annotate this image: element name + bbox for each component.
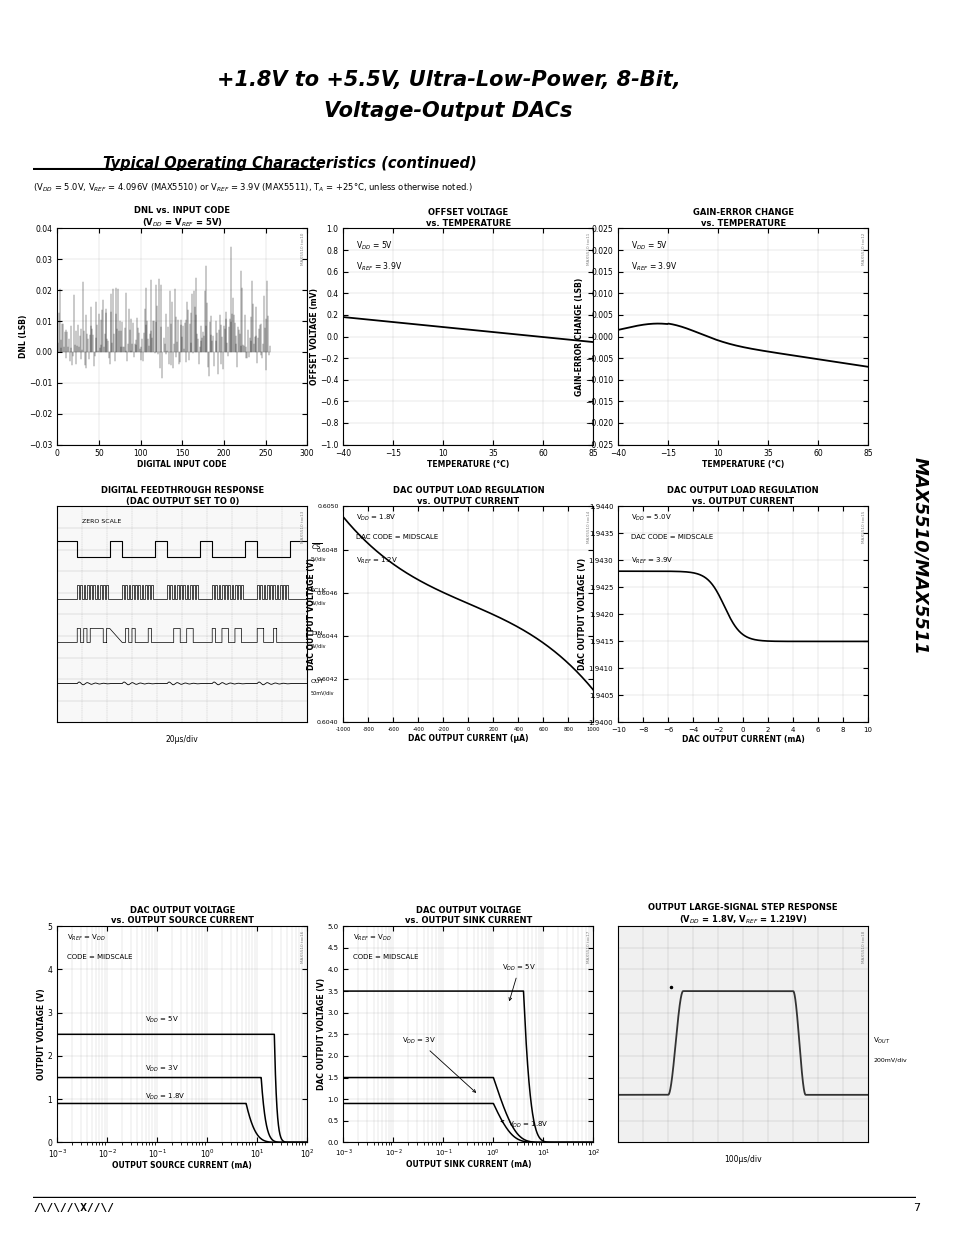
Title: OFFSET VOLTAGE
vs. TEMPERATURE: OFFSET VOLTAGE vs. TEMPERATURE	[425, 209, 511, 227]
X-axis label: OUTPUT SINK CURRENT (mA): OUTPUT SINK CURRENT (mA)	[405, 1160, 531, 1168]
Title: DAC OUTPUT LOAD REGULATION
vs. OUTPUT CURRENT: DAC OUTPUT LOAD REGULATION vs. OUTPUT CU…	[667, 487, 818, 505]
Text: 7: 7	[913, 1203, 920, 1213]
Title: DAC OUTPUT VOLTAGE
vs. OUTPUT SINK CURRENT: DAC OUTPUT VOLTAGE vs. OUTPUT SINK CURRE…	[404, 906, 532, 925]
Text: MAX5510/MAX5511: MAX5510/MAX5511	[911, 457, 928, 655]
Text: V$_{REF}$ = 3.9V: V$_{REF}$ = 3.9V	[355, 261, 402, 273]
Text: 5V/div: 5V/div	[311, 557, 326, 562]
Text: V$_{DD}$ = 5.0V: V$_{DD}$ = 5.0V	[630, 513, 671, 524]
Title: OUTPUT LARGE-SIGNAL STEP RESPONSE
(V$_{DD}$ = 1.8V, V$_{REF}$ = 1.219V): OUTPUT LARGE-SIGNAL STEP RESPONSE (V$_{D…	[648, 903, 837, 926]
Text: MAX5510 toc15: MAX5510 toc15	[861, 511, 864, 543]
X-axis label: OUTPUT SOURCE CURRENT (mA): OUTPUT SOURCE CURRENT (mA)	[112, 1161, 252, 1170]
Y-axis label: OFFSET VOLTAGE (mV): OFFSET VOLTAGE (mV)	[310, 288, 318, 385]
Text: OUT: OUT	[311, 679, 324, 684]
Text: CODE = MIDSCALE: CODE = MIDSCALE	[353, 955, 418, 961]
Text: V$_{REF}$ = V$_{DD}$: V$_{REF}$ = V$_{DD}$	[353, 932, 392, 944]
Y-axis label: DNL (LSB): DNL (LSB)	[19, 315, 28, 358]
Y-axis label: GAIN-ERROR CHANGE (LSB): GAIN-ERROR CHANGE (LSB)	[574, 278, 583, 395]
Text: DAC CODE = MIDSCALE: DAC CODE = MIDSCALE	[630, 535, 712, 541]
Title: DIGITAL FEEDTHROUGH RESPONSE
(DAC OUTPUT SET TO 0): DIGITAL FEEDTHROUGH RESPONSE (DAC OUTPUT…	[101, 487, 263, 505]
Y-axis label: DAC OUTPUT VOLTAGE (V): DAC OUTPUT VOLTAGE (V)	[578, 558, 587, 671]
X-axis label: DAC OUTPUT CURRENT (mA): DAC OUTPUT CURRENT (mA)	[681, 735, 803, 743]
Text: V$_{REF}$ = V$_{DD}$: V$_{REF}$ = V$_{DD}$	[67, 932, 106, 944]
Text: V$_{REF}$ = 3.9V: V$_{REF}$ = 3.9V	[630, 556, 673, 567]
Text: V$_{DD}$ = 5V: V$_{DD}$ = 5V	[630, 240, 667, 252]
Text: MAX5510 toc10: MAX5510 toc10	[300, 232, 304, 266]
Text: V$_{OUT}$: V$_{OUT}$	[872, 1036, 890, 1046]
X-axis label: DAC OUTPUT CURRENT (μA): DAC OUTPUT CURRENT (μA)	[408, 734, 528, 742]
Text: V$_{DD}$ = 3V: V$_{DD}$ = 3V	[145, 1065, 178, 1074]
Text: V$_{REF}$ = 3.9V: V$_{REF}$ = 3.9V	[630, 261, 677, 273]
Text: Typical Operating Characteristics (continued): Typical Operating Characteristics (conti…	[103, 156, 476, 170]
Text: DIN: DIN	[311, 631, 322, 636]
Text: V$_{REF}$ = 1.2V: V$_{REF}$ = 1.2V	[355, 556, 397, 567]
Text: Voltage-Output DACs: Voltage-Output DACs	[324, 101, 572, 121]
Text: MAX5510 toc16: MAX5510 toc16	[300, 931, 304, 963]
Text: SCLK: SCLK	[311, 588, 327, 593]
Text: 100μs/div: 100μs/div	[723, 1155, 761, 1163]
Y-axis label: DAC OUTPUT VOLTAGE (V): DAC OUTPUT VOLTAGE (V)	[316, 978, 326, 1091]
Text: +1.8V to +5.5V, Ultra-Low-Power, 8-Bit,: +1.8V to +5.5V, Ultra-Low-Power, 8-Bit,	[216, 70, 679, 90]
Text: 200mV/div: 200mV/div	[872, 1057, 906, 1063]
Text: ZERO SCALE: ZERO SCALE	[82, 519, 121, 524]
Text: DAC CODE = MIDSCALE: DAC CODE = MIDSCALE	[355, 535, 437, 541]
Text: CODE = MIDSCALE: CODE = MIDSCALE	[67, 955, 132, 961]
Text: 20μs/div: 20μs/div	[166, 735, 198, 743]
Title: GAIN-ERROR CHANGE
vs. TEMPERATURE: GAIN-ERROR CHANGE vs. TEMPERATURE	[692, 209, 793, 227]
Text: MAX5510 toc13: MAX5510 toc13	[300, 511, 304, 543]
Title: DAC OUTPUT VOLTAGE
vs. OUTPUT SOURCE CURRENT: DAC OUTPUT VOLTAGE vs. OUTPUT SOURCE CUR…	[111, 906, 253, 925]
Y-axis label: OUTPUT VOLTAGE (V): OUTPUT VOLTAGE (V)	[37, 988, 46, 1081]
Text: /\/\//\X//\/: /\/\//\X//\/	[33, 1203, 114, 1213]
Y-axis label: DAC OUTPUT VOLTAGE (V): DAC OUTPUT VOLTAGE (V)	[306, 558, 315, 671]
Text: V$_{DD}$ = 1.8V: V$_{DD}$ = 1.8V	[145, 1092, 185, 1103]
Text: V$_{DD}$ = 1.8V: V$_{DD}$ = 1.8V	[500, 1120, 549, 1130]
X-axis label: DIGITAL INPUT CODE: DIGITAL INPUT CODE	[137, 459, 227, 469]
Title: DAC OUTPUT LOAD REGULATION
vs. OUTPUT CURRENT: DAC OUTPUT LOAD REGULATION vs. OUTPUT CU…	[393, 487, 543, 505]
Text: (V$_{DD}$ = 5.0V, V$_{REF}$ = 4.096V (MAX5510) or V$_{REF}$ = 3.9V (MAX5511), T$: (V$_{DD}$ = 5.0V, V$_{REF}$ = 4.096V (MA…	[33, 182, 473, 194]
X-axis label: TEMPERATURE (°C): TEMPERATURE (°C)	[427, 459, 509, 469]
Text: MAX5510 toc14: MAX5510 toc14	[586, 511, 590, 543]
Text: V$_{DD}$ = 5V: V$_{DD}$ = 5V	[501, 962, 536, 1000]
X-axis label: TEMPERATURE (°C): TEMPERATURE (°C)	[701, 459, 783, 469]
Text: V$_{DD}$ = 3V: V$_{DD}$ = 3V	[402, 1036, 476, 1092]
Text: 5V/div: 5V/div	[311, 600, 326, 605]
Text: 5V/div: 5V/div	[311, 643, 326, 648]
Text: MAX5510 toc11: MAX5510 toc11	[586, 232, 590, 266]
Text: MAX5510 toc12: MAX5510 toc12	[861, 232, 864, 266]
Text: MAX5510 toc18: MAX5510 toc18	[861, 931, 864, 963]
Title: DNL vs. INPUT CODE
(V$_{DD}$ = V$_{REF}$ = 5V): DNL vs. INPUT CODE (V$_{DD}$ = V$_{REF}$…	[134, 206, 230, 230]
Text: 50mV/div: 50mV/div	[311, 690, 335, 695]
Text: V$_{DD}$ = 5V: V$_{DD}$ = 5V	[145, 1014, 178, 1025]
Text: V$_{DD}$ = 5V: V$_{DD}$ = 5V	[355, 240, 393, 252]
Text: $\overline{CS}$: $\overline{CS}$	[311, 542, 322, 552]
Text: MAX5510 toc17: MAX5510 toc17	[586, 931, 590, 963]
Text: V$_{DD}$ = 1.8V: V$_{DD}$ = 1.8V	[355, 513, 396, 524]
